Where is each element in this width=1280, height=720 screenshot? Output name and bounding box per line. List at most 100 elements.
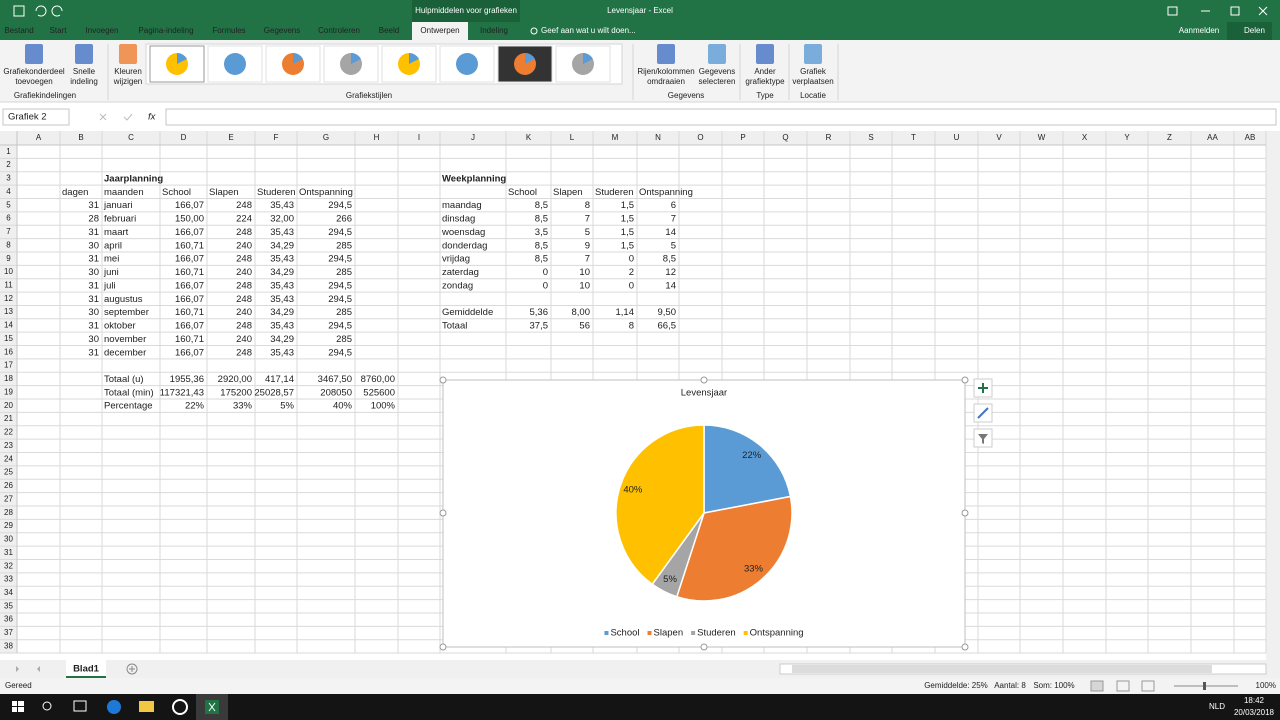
cell[interactable]: 35,43 xyxy=(270,254,294,265)
cell[interactable]: 7 xyxy=(585,254,590,265)
cancel-icon[interactable] xyxy=(99,113,107,121)
cell[interactable]: 166,07 xyxy=(175,294,204,305)
cell[interactable]: 294,5 xyxy=(328,227,352,238)
vertical-scrollbar[interactable] xyxy=(1266,131,1280,660)
ribbon-tab[interactable]: Gegevens xyxy=(264,26,300,35)
cell[interactable]: 8 xyxy=(629,321,634,332)
cell[interactable]: 7 xyxy=(585,214,590,225)
cell[interactable]: 25028,57 xyxy=(254,387,294,398)
sign-in[interactable]: Aanmelden xyxy=(1179,26,1219,35)
cell[interactable]: 208050 xyxy=(320,387,352,398)
pie-slice[interactable] xyxy=(615,424,705,586)
cell[interactable]: dagen xyxy=(62,187,88,198)
cell[interactable]: 31 xyxy=(88,227,99,238)
resize-handle[interactable] xyxy=(439,376,447,384)
cell[interactable]: Percentage xyxy=(104,401,153,412)
cell[interactable]: Totaal (u) xyxy=(104,374,144,385)
cell[interactable]: 31 xyxy=(88,254,99,265)
language[interactable]: NLD xyxy=(1209,702,1225,711)
name-box[interactable] xyxy=(2,108,70,126)
ribbon-tab[interactable]: Bestand xyxy=(4,26,33,35)
pie-slice[interactable] xyxy=(703,424,792,514)
cell[interactable]: 9,50 xyxy=(658,307,677,318)
edge-icon[interactable] xyxy=(107,700,121,714)
ribbon-button-icon[interactable] xyxy=(756,44,774,64)
cell[interactable]: 294,5 xyxy=(328,254,352,265)
cell[interactable]: 294,5 xyxy=(328,200,352,211)
cell[interactable]: 294,5 xyxy=(328,347,352,358)
cell[interactable]: 166,07 xyxy=(175,227,204,238)
cell[interactable]: 294,5 xyxy=(328,280,352,291)
share[interactable]: Delen xyxy=(1244,26,1265,35)
cell[interactable]: 66,5 xyxy=(658,321,677,332)
ribbon-button-icon[interactable] xyxy=(75,44,93,64)
ribbon-tab[interactable]: Start xyxy=(50,26,68,35)
cell[interactable]: 150,00 xyxy=(175,214,204,225)
cell[interactable]: 160,71 xyxy=(175,267,204,278)
ribbon-button-label[interactable]: grafiektype xyxy=(745,77,785,86)
cell[interactable]: maart xyxy=(104,227,129,238)
cell[interactable]: september xyxy=(104,307,149,318)
cell[interactable]: 35,43 xyxy=(270,321,294,332)
cell[interactable]: 166,07 xyxy=(175,321,204,332)
cell[interactable]: 248 xyxy=(236,321,252,332)
data-label[interactable]: 40% xyxy=(623,484,643,495)
save-icon[interactable] xyxy=(13,5,25,17)
cell[interactable]: 9 xyxy=(585,240,590,251)
cell[interactable]: 285 xyxy=(336,267,352,278)
ribbon-tab[interactable]: Invoegen xyxy=(86,26,119,35)
cell[interactable]: Jaarplanning xyxy=(104,173,163,184)
cell[interactable]: april xyxy=(104,240,122,251)
cell[interactable]: 31 xyxy=(88,294,99,305)
cell[interactable]: 34,29 xyxy=(270,240,294,251)
cell[interactable]: 1955,36 xyxy=(170,374,204,385)
legend-label[interactable]: Studeren xyxy=(697,628,736,639)
legend-label[interactable]: Ontspanning xyxy=(750,628,804,639)
cell[interactable]: 30 xyxy=(88,307,99,318)
cell[interactable]: 240 xyxy=(236,240,252,251)
ribbon-button-label[interactable]: wijzigen xyxy=(113,77,142,86)
cell[interactable]: 37,5 xyxy=(530,321,549,332)
cell[interactable]: 31 xyxy=(88,347,99,358)
data-label[interactable]: 33% xyxy=(744,564,764,575)
ribbon-tab[interactable]: Formules xyxy=(212,26,245,35)
ribbon-button-label[interactable]: toevoegen xyxy=(15,77,52,86)
ribbon-button-icon[interactable] xyxy=(804,44,822,64)
cell[interactable]: 34,29 xyxy=(270,334,294,345)
cell[interactable]: 175200 xyxy=(220,387,252,398)
cell[interactable]: 1,5 xyxy=(621,214,634,225)
cell[interactable]: 8,5 xyxy=(535,200,548,211)
cell[interactable]: 6 xyxy=(671,200,676,211)
close-button[interactable] xyxy=(1258,6,1268,16)
cell[interactable]: Ontspanning xyxy=(639,187,693,198)
cell[interactable]: 160,71 xyxy=(175,334,204,345)
cell[interactable]: 5% xyxy=(280,401,294,412)
search-button[interactable] xyxy=(42,701,52,711)
clock-date[interactable]: 20/03/2018 xyxy=(1234,708,1275,717)
ribbon-tab[interactable]: Ontwerpen xyxy=(420,26,459,35)
cell[interactable]: 248 xyxy=(236,200,252,211)
resize-handle[interactable] xyxy=(961,376,969,384)
data-label[interactable]: 5% xyxy=(663,574,677,585)
cell[interactable]: 525600 xyxy=(363,387,395,398)
cell[interactable]: 8,5 xyxy=(535,240,548,251)
cell[interactable]: 417,14 xyxy=(265,374,294,385)
ribbon-button-label[interactable]: selecteren xyxy=(699,77,736,86)
cell[interactable]: School xyxy=(508,187,537,198)
cell[interactable]: 248 xyxy=(236,280,252,291)
tell-me[interactable]: Geef aan wat u wilt doen... xyxy=(541,26,636,35)
cell[interactable]: 0 xyxy=(629,280,634,291)
sheet-tab[interactable]: Blad1 xyxy=(73,664,100,675)
ribbon-tab[interactable]: Beeld xyxy=(379,26,399,35)
cell[interactable]: Ontspanning xyxy=(299,187,353,198)
cell[interactable]: 100% xyxy=(371,401,396,412)
cell[interactable]: 1,5 xyxy=(621,200,634,211)
cell[interactable]: donderdag xyxy=(442,240,487,251)
resize-handle[interactable] xyxy=(439,509,447,517)
cell[interactable]: 294,5 xyxy=(328,294,352,305)
cell[interactable]: 224 xyxy=(236,214,252,225)
cell[interactable]: 35,43 xyxy=(270,200,294,211)
cell[interactable]: januari xyxy=(103,200,133,211)
ribbon-button-label[interactable]: Grafiekonderdeel xyxy=(3,67,65,76)
app-icon[interactable] xyxy=(172,699,188,715)
